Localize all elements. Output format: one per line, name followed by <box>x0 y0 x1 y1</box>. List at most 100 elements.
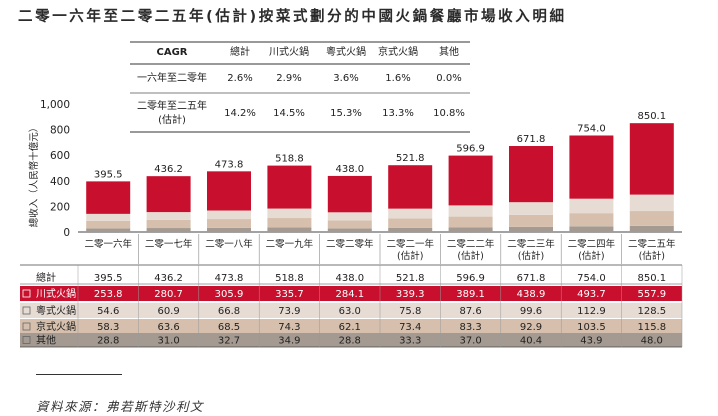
table-row-bg <box>20 286 682 301</box>
cagr-header-cell: 其他 <box>439 45 459 58</box>
table-row-bg <box>20 271 682 284</box>
bar-segment <box>509 202 553 215</box>
bar-segment <box>267 165 312 209</box>
table-backgrounds <box>20 271 682 347</box>
cagr-value: 14.2% <box>224 108 256 119</box>
table-cell: 518.8 <box>275 273 304 284</box>
legend-swatch <box>22 336 31 344</box>
x-tick-label: 二零二五年 <box>628 238 676 250</box>
bar-segment <box>146 219 191 229</box>
bar-segment <box>267 208 312 219</box>
cagr-value: 13.3% <box>382 108 414 119</box>
y-tick-label: 200 <box>50 201 70 213</box>
bar-total-label: 473.8 <box>215 159 244 170</box>
y-tick-label: 0 <box>63 227 70 239</box>
bar-segment <box>86 220 131 229</box>
cagr-header-cell: 粵式火鍋 <box>326 45 366 58</box>
table-cell: 73.9 <box>278 306 300 317</box>
table-row-label: 總計 <box>36 271 56 284</box>
table-row-bg <box>20 333 682 347</box>
bar-segment <box>569 213 614 227</box>
table-cell: 34.9 <box>278 336 300 347</box>
table-cell: 438.9 <box>517 289 546 300</box>
table-cell: 103.5 <box>577 322 606 333</box>
bar-segment <box>448 155 493 206</box>
table-row-label: 京式火鍋 <box>36 320 76 333</box>
table-cell: 48.0 <box>641 336 663 347</box>
table-cell: 54.6 <box>97 306 119 317</box>
bar-total-label: 850.1 <box>637 111 666 122</box>
table-cell: 68.5 <box>218 322 240 333</box>
table-cell: 436.2 <box>154 273 183 284</box>
bar-segment <box>146 176 191 213</box>
table-cell: 99.6 <box>520 306 542 317</box>
table-cell: 284.1 <box>335 289 364 300</box>
bar-total-label: 436.2 <box>154 164 183 175</box>
bar-segment <box>629 123 674 195</box>
bar-segment <box>207 171 251 211</box>
table-cell: 28.8 <box>339 336 361 347</box>
legend-swatch <box>22 289 31 298</box>
chart-title: 二零一六年至二零二五年(估計)按菜式劃分的中國火鍋餐廳市場收入明細 <box>18 9 567 25</box>
x-tick-label: (估計) <box>639 250 665 262</box>
table-cell: 92.9 <box>520 322 542 333</box>
cagr-value: 3.6% <box>333 73 358 84</box>
bar-segment <box>327 220 372 229</box>
table-row-label: 粵式火鍋 <box>36 304 76 317</box>
x-tick-label: (估計) <box>518 250 544 262</box>
bar-segment <box>86 228 131 232</box>
table-cell: 671.8 <box>517 273 546 284</box>
cagr-value: 10.8% <box>433 108 465 119</box>
bars <box>86 123 674 232</box>
bar-segment <box>509 146 553 203</box>
table-cell: 60.9 <box>157 306 179 317</box>
y-tick-label: 800 <box>50 125 70 137</box>
bar-segment <box>448 216 493 228</box>
table-cell: 596.9 <box>456 273 485 284</box>
table-cell: 128.5 <box>637 306 666 317</box>
y-axis-label: 總收入（人民幣十億元） <box>28 123 40 228</box>
bar-segment <box>327 228 372 232</box>
bar-segment <box>207 227 251 232</box>
table-cell: 389.1 <box>456 289 485 300</box>
x-axis: 二零一六年 二零一七年 二零一八年 二零一九年 二零二零年 二零二一年(估計)二零二二年(… <box>84 234 676 264</box>
y-tick-label: 1,000 <box>40 99 70 111</box>
table-cell: 63.0 <box>339 306 361 317</box>
x-tick-label: (估計) <box>457 250 483 262</box>
bar-total-label: 521.8 <box>396 153 425 164</box>
y-tick-label: 400 <box>50 176 70 188</box>
x-tick-label: 二零二四年 <box>568 238 616 250</box>
bar-segment <box>327 212 372 221</box>
source-rule <box>36 374 122 375</box>
bar-total-label: 596.9 <box>456 144 485 155</box>
bar-segment <box>207 210 251 220</box>
table-cell: 395.5 <box>94 273 123 284</box>
bar-segment <box>569 198 614 214</box>
table-cell: 87.6 <box>459 306 481 317</box>
cagr-header-cell: CAGR <box>157 47 188 58</box>
y-tick-label: 600 <box>50 150 70 162</box>
cagr-value: 0.0% <box>436 73 461 84</box>
bar-segment <box>207 219 251 228</box>
table-cell: 28.8 <box>97 336 119 347</box>
table-cell: 253.8 <box>94 289 123 300</box>
table-row-label: 川式火鍋 <box>36 287 76 300</box>
bar-total-label: 518.8 <box>275 154 304 165</box>
x-tick-label: 二零一七年 <box>145 238 193 250</box>
bar-segment <box>448 205 493 217</box>
x-tick-label: (估計) <box>578 250 604 262</box>
bar-segment <box>448 227 493 232</box>
table-cell: 115.8 <box>637 322 666 333</box>
table-cell: 31.0 <box>157 336 179 347</box>
cagr-value: 14.5% <box>273 108 305 119</box>
cagr-header-cell: 京式火鍋 <box>378 45 418 58</box>
cagr-period-label: 二零年至二五年 <box>137 99 207 112</box>
table-cell: 83.3 <box>459 322 481 333</box>
bar-total-label: 395.5 <box>94 169 123 180</box>
cagr-value: 2.6% <box>227 73 252 84</box>
table-cell: 58.3 <box>97 322 119 333</box>
x-tick-label: 二零一八年 <box>205 238 253 250</box>
cagr-value: 15.3% <box>330 108 362 119</box>
table-cell: 73.4 <box>399 322 421 333</box>
